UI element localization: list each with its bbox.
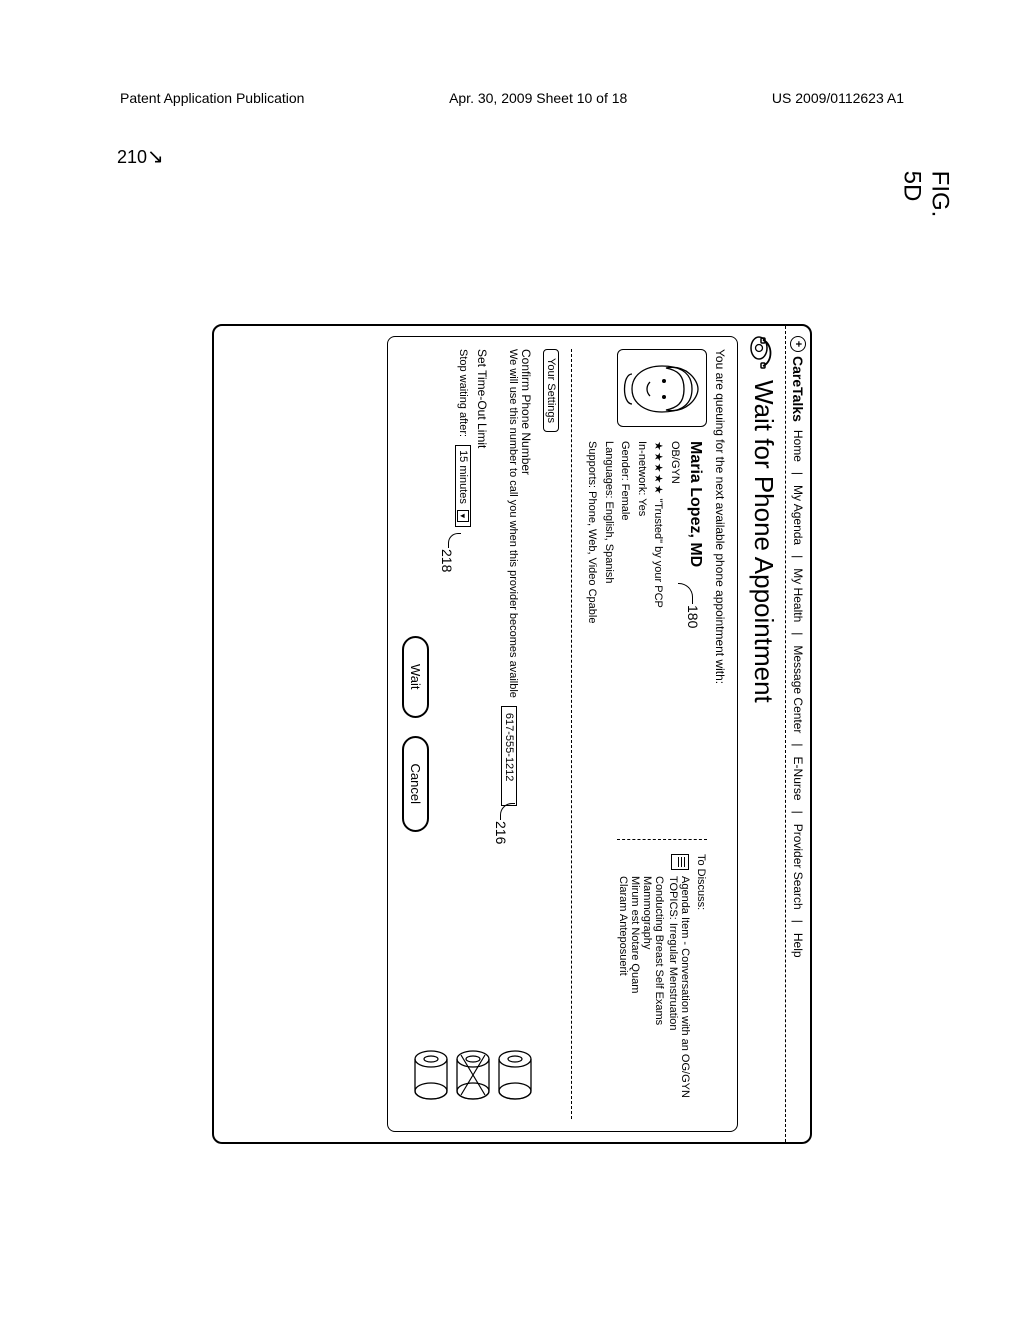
topic-1: Conducting Breast Self Exams xyxy=(653,876,665,1119)
brand: + CareTalks xyxy=(790,336,806,422)
page-title: Wait for Phone Appointment xyxy=(748,380,779,703)
phone-number-input[interactable]: 617-555-1212 xyxy=(501,706,517,806)
topic-2: Mammography xyxy=(641,876,653,1119)
discuss-heading: To Discuss: xyxy=(695,854,707,1119)
cancel-button[interactable]: Cancel xyxy=(402,736,429,832)
provider-supports: Supports: Phone, Web, Video Cpable xyxy=(584,441,601,825)
provider-avatar xyxy=(617,349,707,427)
confirm-phone-sub: We will use this number to call you when… xyxy=(507,349,519,698)
brand-text: CareTalks xyxy=(790,356,806,422)
separator-icon: | xyxy=(791,741,805,748)
provider-row: Maria Lopez, MD OB/GYN ★★★★★ "Trusted" b… xyxy=(571,349,707,1119)
document-icon xyxy=(671,854,689,870)
chevron-down-icon: ▾ xyxy=(457,510,469,522)
timeout-select[interactable]: 15 minutes ▾ xyxy=(455,445,471,527)
provider-in-network: In-network: Yes xyxy=(634,441,651,825)
nav-e-nurse[interactable]: E-Nurse xyxy=(791,757,805,801)
separator-icon: | xyxy=(791,470,805,477)
separator-icon: | xyxy=(791,553,805,560)
topic-4: Claram Anteposuerit xyxy=(617,876,629,1119)
page-header: Patent Application Publication Apr. 30, … xyxy=(0,0,1024,114)
figure-caption: FIG. 5D xyxy=(897,171,953,218)
queue-text: You are queuing for the next available p… xyxy=(713,349,727,1119)
ref-218: 218 xyxy=(439,549,455,572)
nav-home[interactable]: Home xyxy=(791,430,805,462)
topic-0: Irregular Menstruation xyxy=(667,923,679,1031)
spool-icon xyxy=(497,1049,533,1101)
plus-circle-icon: + xyxy=(790,336,806,352)
pub-center: Apr. 30, 2009 Sheet 10 of 18 xyxy=(449,90,627,106)
app-window: + CareTalks Home | My Agenda | My Health… xyxy=(212,324,812,1144)
ref-216: 216 xyxy=(493,821,509,844)
pub-left: Patent Application Publication xyxy=(120,90,304,106)
discuss-panel: To Discuss: Agenda Item - Conversation w… xyxy=(617,839,707,1119)
menubar: + CareTalks Home | My Agenda | My Health… xyxy=(785,326,810,1142)
agenda-item-title: Agenda Item - Conversation with an OG/GY… xyxy=(679,876,691,1098)
nav-my-health[interactable]: My Health xyxy=(791,568,805,622)
tape-spools-graphic xyxy=(413,1049,533,1101)
provider-gender: Gender: Female xyxy=(617,441,634,825)
title-bar: Wait for Phone Appointment xyxy=(738,326,785,1142)
ref-180: 180 xyxy=(685,605,701,628)
content-panel: You are queuing for the next available p… xyxy=(387,336,738,1132)
stop-waiting-label: Stop waiting after: xyxy=(457,349,469,437)
ref-210: 210↘ xyxy=(117,144,164,169)
trusted-label: "Trusted" by your PCP xyxy=(653,495,665,608)
spool-icon xyxy=(455,1049,491,1101)
provider-info: Maria Lopez, MD OB/GYN ★★★★★ "Trusted" b… xyxy=(584,441,707,825)
pub-right: US 2009/0112623 A1 xyxy=(772,90,904,106)
timeout-label: Set Time-Out Limit xyxy=(475,349,489,1119)
topics-label: TOPICS: xyxy=(667,876,679,920)
separator-icon: | xyxy=(791,809,805,816)
provider-specialty: OB/GYN xyxy=(667,441,684,825)
confirm-phone-label: Confirm Phone Number xyxy=(519,349,533,1119)
your-settings-label: Your Settings xyxy=(543,349,559,432)
nav-help[interactable]: Help xyxy=(791,933,805,958)
topic-3: Mirum est Notare Quam xyxy=(629,876,641,1119)
phone-icon xyxy=(750,336,778,370)
provider-name: Maria Lopez, MD xyxy=(683,441,707,825)
separator-icon: | xyxy=(791,918,805,925)
provider-languages: Languages: English, Spanish xyxy=(601,441,618,825)
nav-my-agenda[interactable]: My Agenda xyxy=(791,485,805,545)
wait-button[interactable]: Wait xyxy=(402,636,429,718)
nav-provider-search[interactable]: Provider Search xyxy=(791,824,805,910)
star-icons: ★★★★★ xyxy=(653,441,665,495)
settings-body: 216 218 xyxy=(402,349,533,1119)
provider-rating: ★★★★★ "Trusted" by your PCP xyxy=(650,441,667,825)
button-row: Wait Cancel xyxy=(402,349,429,1119)
separator-icon: | xyxy=(791,630,805,637)
nav-message-center[interactable]: Message Center xyxy=(791,645,805,733)
spool-icon xyxy=(413,1049,449,1101)
timeout-value: 15 minutes xyxy=(457,450,469,504)
